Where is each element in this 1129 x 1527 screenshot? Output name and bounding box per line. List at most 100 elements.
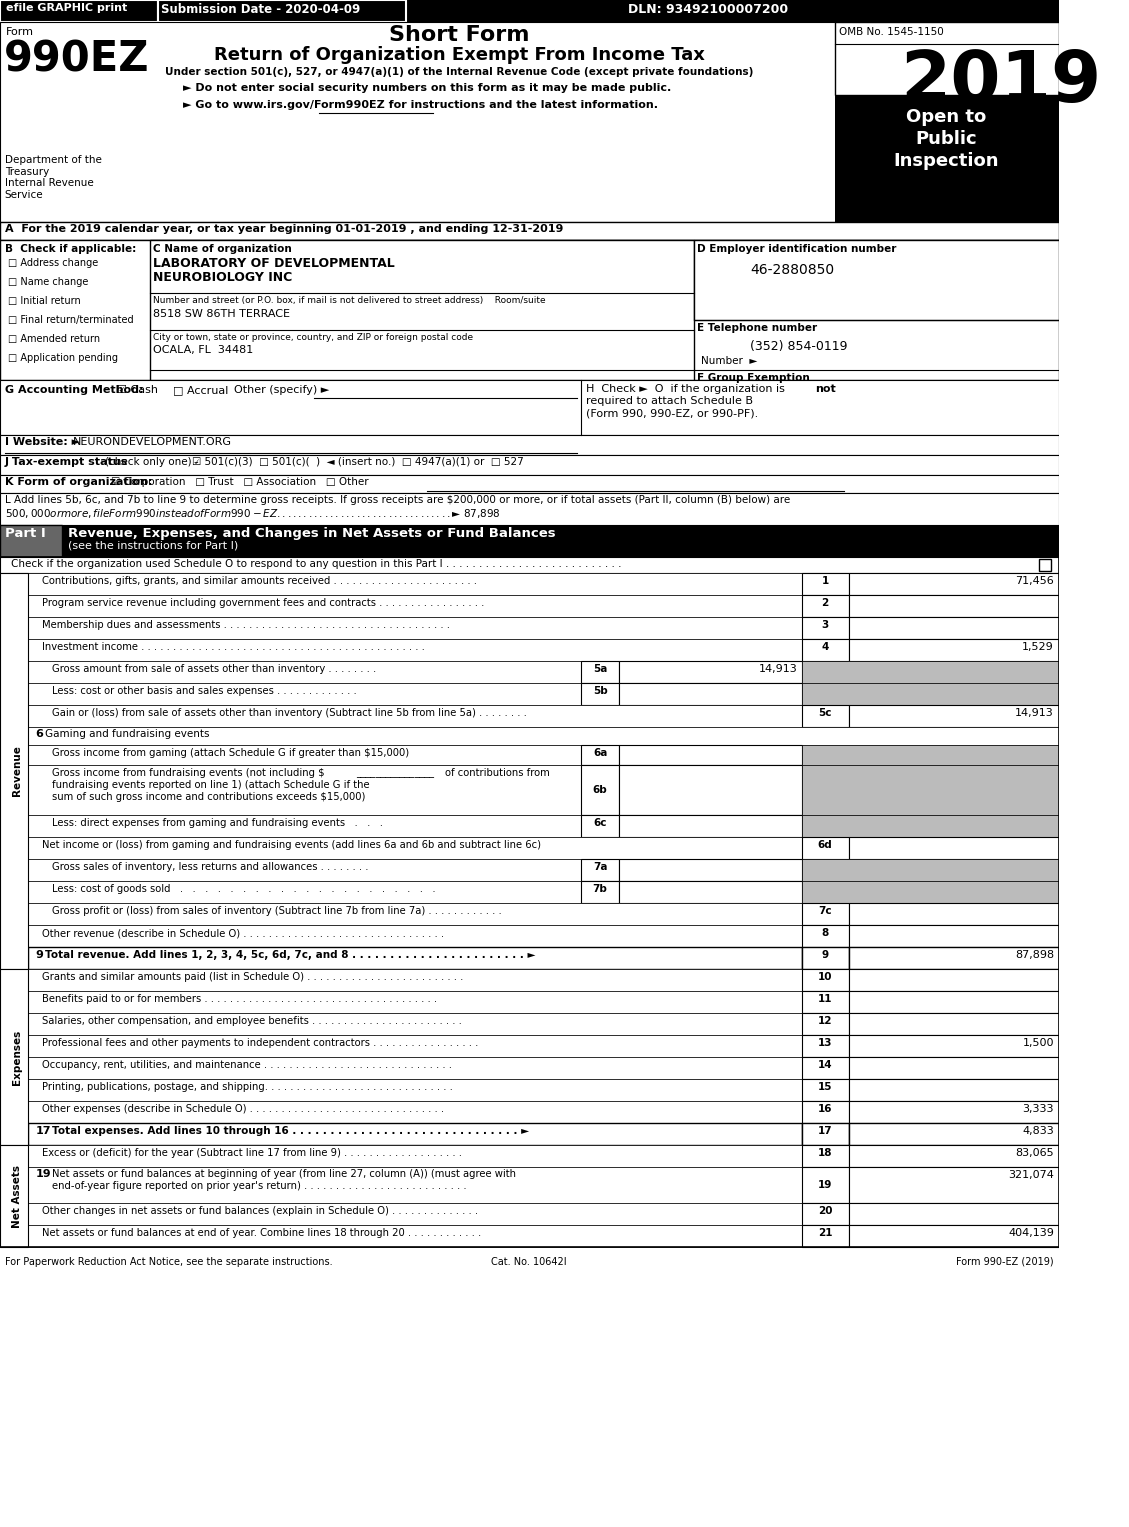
Text: (352) 854-0119: (352) 854-0119 bbox=[750, 341, 848, 353]
Text: D Employer identification number: D Employer identification number bbox=[697, 244, 896, 253]
Text: (see the instructions for Part I): (see the instructions for Part I) bbox=[68, 541, 238, 551]
Text: fundraising events reported on line 1) (attach Schedule G if the: fundraising events reported on line 1) (… bbox=[52, 780, 369, 789]
Text: Other expenses (describe in Schedule O) . . . . . . . . . . . . . . . . . . . . : Other expenses (describe in Schedule O) … bbox=[42, 1104, 445, 1115]
Text: 6d: 6d bbox=[817, 840, 832, 851]
Bar bbox=[0, 221, 1059, 240]
Bar bbox=[28, 661, 581, 683]
Text: 6: 6 bbox=[36, 728, 44, 739]
Text: J Tax-exempt status: J Tax-exempt status bbox=[5, 457, 128, 467]
Text: K Form of organization:: K Form of organization: bbox=[5, 476, 152, 487]
Text: Less: direct expenses from gaming and fundraising events   .   .   .: Less: direct expenses from gaming and fu… bbox=[52, 818, 383, 828]
Bar bbox=[581, 745, 619, 765]
Bar bbox=[619, 745, 802, 765]
Text: 17: 17 bbox=[36, 1125, 51, 1136]
Text: 2019: 2019 bbox=[900, 47, 1102, 118]
Bar bbox=[581, 661, 619, 683]
Bar bbox=[28, 745, 581, 765]
Text: Professional fees and other payments to independent contractors . . . . . . . . : Professional fees and other payments to … bbox=[42, 1038, 479, 1048]
Bar bbox=[849, 1167, 1059, 1203]
Bar bbox=[619, 683, 802, 705]
Text: 6c: 6c bbox=[594, 818, 607, 828]
Bar bbox=[28, 1122, 802, 1145]
Bar bbox=[0, 240, 1059, 380]
Bar bbox=[802, 925, 849, 947]
Bar bbox=[802, 705, 849, 727]
Bar bbox=[802, 860, 1059, 881]
Bar bbox=[802, 765, 1059, 815]
Text: Benefits paid to or for members . . . . . . . . . . . . . . . . . . . . . . . . : Benefits paid to or for members . . . . … bbox=[42, 994, 437, 1003]
Text: 14,913: 14,913 bbox=[760, 664, 798, 673]
Text: 15: 15 bbox=[819, 1083, 832, 1092]
Bar bbox=[802, 1122, 849, 1145]
Bar bbox=[28, 617, 802, 638]
Text: 3,333: 3,333 bbox=[1023, 1104, 1054, 1115]
Bar bbox=[849, 925, 1059, 947]
Bar bbox=[619, 860, 802, 881]
Text: 7a: 7a bbox=[593, 863, 607, 872]
Bar bbox=[28, 1225, 802, 1248]
Bar bbox=[28, 860, 581, 881]
Text: Short Form: Short Form bbox=[390, 24, 530, 44]
Text: required to attach Schedule B: required to attach Schedule B bbox=[586, 395, 753, 406]
Text: Form: Form bbox=[6, 27, 34, 37]
Text: 20: 20 bbox=[819, 1206, 832, 1215]
Text: 13: 13 bbox=[819, 1038, 832, 1048]
Text: □ Name change: □ Name change bbox=[8, 276, 88, 287]
Text: 46-2880850: 46-2880850 bbox=[750, 263, 834, 276]
Text: L Add lines 5b, 6c, and 7b to line 9 to determine gross receipts. If gross recei: L Add lines 5b, 6c, and 7b to line 9 to … bbox=[5, 495, 790, 505]
Bar bbox=[849, 1225, 1059, 1248]
Text: DLN: 93492100007200: DLN: 93492100007200 bbox=[629, 3, 788, 15]
Text: Gross income from gaming (attach Schedule G if greater than $15,000): Gross income from gaming (attach Schedul… bbox=[52, 748, 409, 757]
Text: ________________: ________________ bbox=[357, 768, 435, 777]
Text: (check only one) -: (check only one) - bbox=[105, 457, 199, 467]
Text: ► Do not enter social security numbers on this form as it may be made public.: ► Do not enter social security numbers o… bbox=[183, 82, 671, 93]
Bar bbox=[28, 991, 802, 1012]
Text: □ Final return/terminated: □ Final return/terminated bbox=[8, 315, 133, 325]
Text: Gross sales of inventory, less returns and allowances . . . . . . . .: Gross sales of inventory, less returns a… bbox=[52, 863, 368, 872]
Text: 404,139: 404,139 bbox=[1008, 1228, 1054, 1238]
Text: Occupancy, rent, utilities, and maintenance . . . . . . . . . . . . . . . . . . : Occupancy, rent, utilities, and maintena… bbox=[42, 1060, 453, 1070]
Bar bbox=[0, 435, 1059, 455]
Bar bbox=[802, 970, 849, 991]
Text: NEUROBIOLOGY INC: NEUROBIOLOGY INC bbox=[152, 270, 292, 284]
Text: City or town, state or province, country, and ZIP or foreign postal code: City or town, state or province, country… bbox=[152, 333, 473, 342]
Bar bbox=[849, 1203, 1059, 1225]
Text: Gaming and fundraising events: Gaming and fundraising events bbox=[45, 728, 210, 739]
Text: end-of-year figure reported on prior year's return) . . . . . . . . . . . . . . : end-of-year figure reported on prior yea… bbox=[52, 1180, 466, 1191]
Text: 6a: 6a bbox=[593, 748, 607, 757]
Bar bbox=[802, 902, 849, 925]
Text: A  For the 2019 calendar year, or tax year beginning 01-01-2019 , and ending 12-: A For the 2019 calendar year, or tax yea… bbox=[5, 224, 563, 234]
Text: 8518 SW 86TH TERRACE: 8518 SW 86TH TERRACE bbox=[152, 308, 290, 319]
Text: NEURONDEVELOPMENT.ORG: NEURONDEVELOPMENT.ORG bbox=[73, 437, 233, 447]
Text: Total expenses. Add lines 10 through 16 . . . . . . . . . . . . . . . . . . . . : Total expenses. Add lines 10 through 16 … bbox=[52, 1125, 528, 1136]
Text: Gross amount from sale of assets other than inventory . . . . . . . .: Gross amount from sale of assets other t… bbox=[52, 664, 376, 673]
Bar bbox=[849, 573, 1059, 596]
Text: Net assets or fund balances at end of year. Combine lines 18 through 20 . . . . : Net assets or fund balances at end of ye… bbox=[42, 1228, 481, 1238]
Bar bbox=[28, 1035, 802, 1057]
Text: Other changes in net assets or fund balances (explain in Schedule O) . . . . . .: Other changes in net assets or fund bala… bbox=[42, 1206, 479, 1215]
Text: ► Go to www.irs.gov/Form990EZ for instructions and the latest information.: ► Go to www.irs.gov/Form990EZ for instru… bbox=[183, 99, 658, 110]
Text: Form 990-EZ (2019): Form 990-EZ (2019) bbox=[956, 1257, 1054, 1267]
Bar bbox=[0, 475, 1059, 493]
Bar bbox=[28, 705, 802, 727]
Bar bbox=[849, 1080, 1059, 1101]
Text: Contributions, gifts, grants, and similar amounts received . . . . . . . . . . .: Contributions, gifts, grants, and simila… bbox=[42, 576, 478, 586]
Text: □ Address change: □ Address change bbox=[8, 258, 98, 269]
Bar bbox=[802, 991, 849, 1012]
Text: 19: 19 bbox=[819, 1180, 832, 1190]
Text: 18: 18 bbox=[819, 1148, 832, 1157]
Bar bbox=[849, 1122, 1059, 1145]
Bar bbox=[1039, 559, 1051, 571]
Bar bbox=[28, 765, 581, 815]
Bar bbox=[849, 1035, 1059, 1057]
Text: Department of the
Treasury
Internal Revenue
Service: Department of the Treasury Internal Reve… bbox=[5, 156, 102, 200]
Text: OCALA, FL  34481: OCALA, FL 34481 bbox=[152, 345, 253, 354]
Bar bbox=[28, 947, 802, 970]
Text: 1,500: 1,500 bbox=[1023, 1038, 1054, 1048]
Text: Submission Date - 2020-04-09: Submission Date - 2020-04-09 bbox=[161, 3, 360, 15]
Text: □ Initial return: □ Initial return bbox=[8, 296, 80, 305]
Bar bbox=[0, 557, 1059, 1248]
Text: Printing, publications, postage, and shipping. . . . . . . . . . . . . . . . . .: Printing, publications, postage, and shi… bbox=[42, 1083, 453, 1092]
Bar bbox=[849, 837, 1059, 860]
Text: of contributions from: of contributions from bbox=[446, 768, 550, 777]
